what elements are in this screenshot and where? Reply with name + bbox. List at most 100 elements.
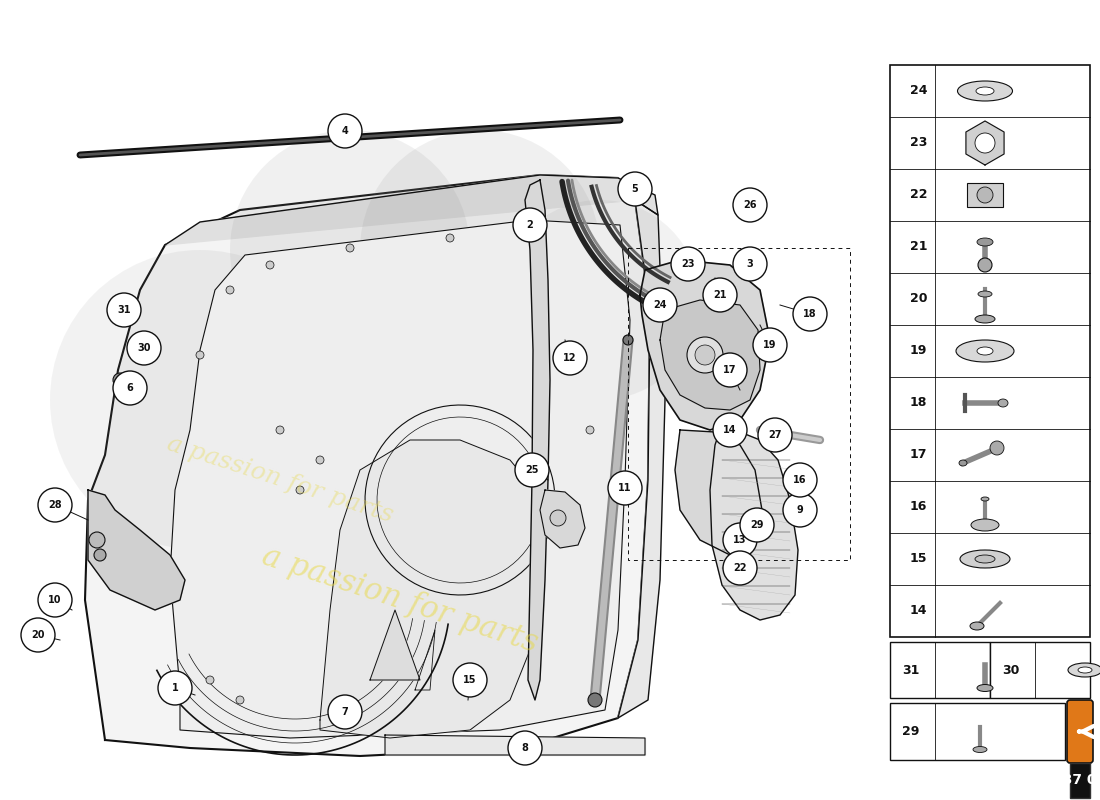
Circle shape (723, 523, 757, 557)
Text: 1: 1 (172, 683, 178, 693)
Circle shape (990, 441, 1004, 455)
Circle shape (126, 331, 161, 365)
Circle shape (266, 261, 274, 269)
Text: 20: 20 (31, 630, 45, 640)
Text: 26: 26 (744, 200, 757, 210)
Text: 22: 22 (734, 563, 747, 573)
Circle shape (126, 378, 138, 388)
Ellipse shape (977, 238, 993, 246)
Circle shape (978, 258, 992, 272)
Circle shape (588, 693, 602, 707)
Polygon shape (618, 200, 666, 718)
Text: 19: 19 (910, 345, 927, 358)
Text: 6: 6 (126, 383, 133, 393)
Text: 16: 16 (793, 475, 806, 485)
Circle shape (623, 335, 632, 345)
Text: 31: 31 (118, 305, 131, 315)
Text: 9: 9 (796, 505, 803, 515)
Text: 23: 23 (910, 137, 927, 150)
Circle shape (553, 341, 587, 375)
Circle shape (576, 346, 584, 354)
Bar (890, 703, 1065, 760)
Circle shape (733, 188, 767, 222)
Circle shape (783, 463, 817, 497)
Circle shape (276, 426, 284, 434)
Ellipse shape (959, 460, 967, 466)
Ellipse shape (974, 746, 987, 753)
Circle shape (50, 250, 350, 550)
Bar (890, 642, 990, 698)
Circle shape (671, 247, 705, 281)
Circle shape (107, 293, 141, 327)
Circle shape (754, 328, 786, 362)
FancyBboxPatch shape (1067, 700, 1093, 763)
Text: 17: 17 (910, 449, 927, 462)
Circle shape (94, 549, 106, 561)
Text: 19: 19 (763, 340, 777, 350)
Text: 837 02: 837 02 (1054, 774, 1100, 787)
Text: 3: 3 (747, 259, 754, 269)
Text: 16: 16 (910, 501, 927, 514)
Ellipse shape (975, 315, 996, 323)
Circle shape (740, 508, 774, 542)
Circle shape (446, 234, 454, 242)
Text: 30: 30 (138, 343, 151, 353)
Text: 24: 24 (653, 300, 667, 310)
Text: 31: 31 (902, 663, 920, 677)
Bar (990, 642, 1090, 698)
Circle shape (113, 371, 147, 405)
Polygon shape (525, 180, 550, 700)
Circle shape (644, 288, 676, 322)
Circle shape (713, 413, 747, 447)
Circle shape (206, 676, 214, 684)
Circle shape (550, 510, 566, 526)
Polygon shape (675, 430, 762, 555)
Circle shape (713, 353, 747, 387)
Circle shape (316, 456, 324, 464)
Circle shape (21, 618, 55, 652)
Text: 12: 12 (563, 353, 576, 363)
Ellipse shape (957, 81, 1012, 101)
Circle shape (346, 244, 354, 252)
Ellipse shape (978, 291, 992, 297)
Text: 25: 25 (526, 465, 539, 475)
Circle shape (513, 208, 547, 242)
Text: 23: 23 (681, 259, 695, 269)
Text: 10: 10 (48, 595, 62, 605)
Circle shape (688, 337, 723, 373)
Text: 24: 24 (910, 85, 927, 98)
Text: 22: 22 (910, 189, 927, 202)
Text: 14: 14 (724, 425, 737, 435)
Text: 5: 5 (631, 184, 638, 194)
Polygon shape (385, 735, 645, 755)
Circle shape (89, 532, 104, 548)
Ellipse shape (1078, 667, 1092, 673)
Text: 11: 11 (618, 483, 631, 493)
Text: 29: 29 (750, 520, 763, 530)
Ellipse shape (976, 87, 994, 95)
Bar (890, 65, 1090, 637)
Text: 27: 27 (768, 430, 782, 440)
Circle shape (608, 471, 642, 505)
Circle shape (793, 297, 827, 331)
Text: 21: 21 (713, 290, 727, 300)
Circle shape (500, 200, 700, 400)
Ellipse shape (960, 550, 1010, 568)
Text: 21: 21 (910, 241, 927, 254)
Ellipse shape (971, 519, 999, 531)
Polygon shape (640, 260, 770, 430)
Circle shape (236, 696, 244, 704)
Polygon shape (88, 490, 185, 610)
Circle shape (723, 551, 757, 585)
Text: 17: 17 (724, 365, 737, 375)
Circle shape (783, 493, 817, 527)
Text: a passion for parts: a passion for parts (258, 541, 542, 659)
Text: 14: 14 (910, 605, 927, 618)
Circle shape (975, 133, 996, 153)
Circle shape (733, 247, 767, 281)
Circle shape (508, 731, 542, 765)
Polygon shape (370, 610, 420, 680)
Ellipse shape (981, 497, 989, 501)
Text: 30: 30 (1002, 663, 1020, 677)
Ellipse shape (977, 347, 993, 355)
